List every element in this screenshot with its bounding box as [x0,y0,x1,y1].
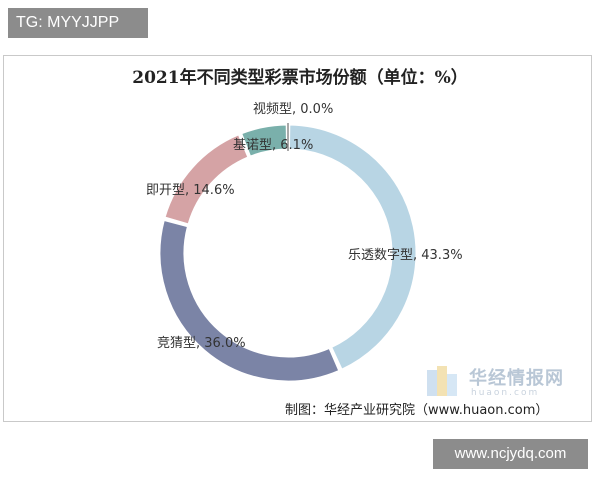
watermark-text: 华经情报网 [469,368,564,389]
chart-source: 制图：华经产业研究院（www.huaon.com） [285,403,549,418]
watermark-subtext: huaon.com [471,388,540,398]
donut-slice [159,219,340,382]
chart-title: 2021年不同类型彩票市场份额（单位：%） [132,68,468,88]
watermark-tag-top: TG: MYYJJPP [8,8,148,38]
slice-label: 视频型, 0.0% [253,102,333,117]
slice-label: 乐透数字型, 43.3% [348,248,463,263]
huaon-logo-icon [427,366,457,396]
watermark-tag-bottom: www.ncjydq.com [433,439,588,469]
donut-slice [241,124,288,157]
slice-label: 即开型, 14.6% [146,183,235,198]
slice-label: 基诺型, 6.1% [233,138,313,153]
huaon-watermark: 华经情报网 huaon.com [425,360,585,400]
slice-label: 竞猜型, 36.0% [157,335,246,351]
donut-slice [164,134,249,225]
donut-slice [288,124,417,370]
